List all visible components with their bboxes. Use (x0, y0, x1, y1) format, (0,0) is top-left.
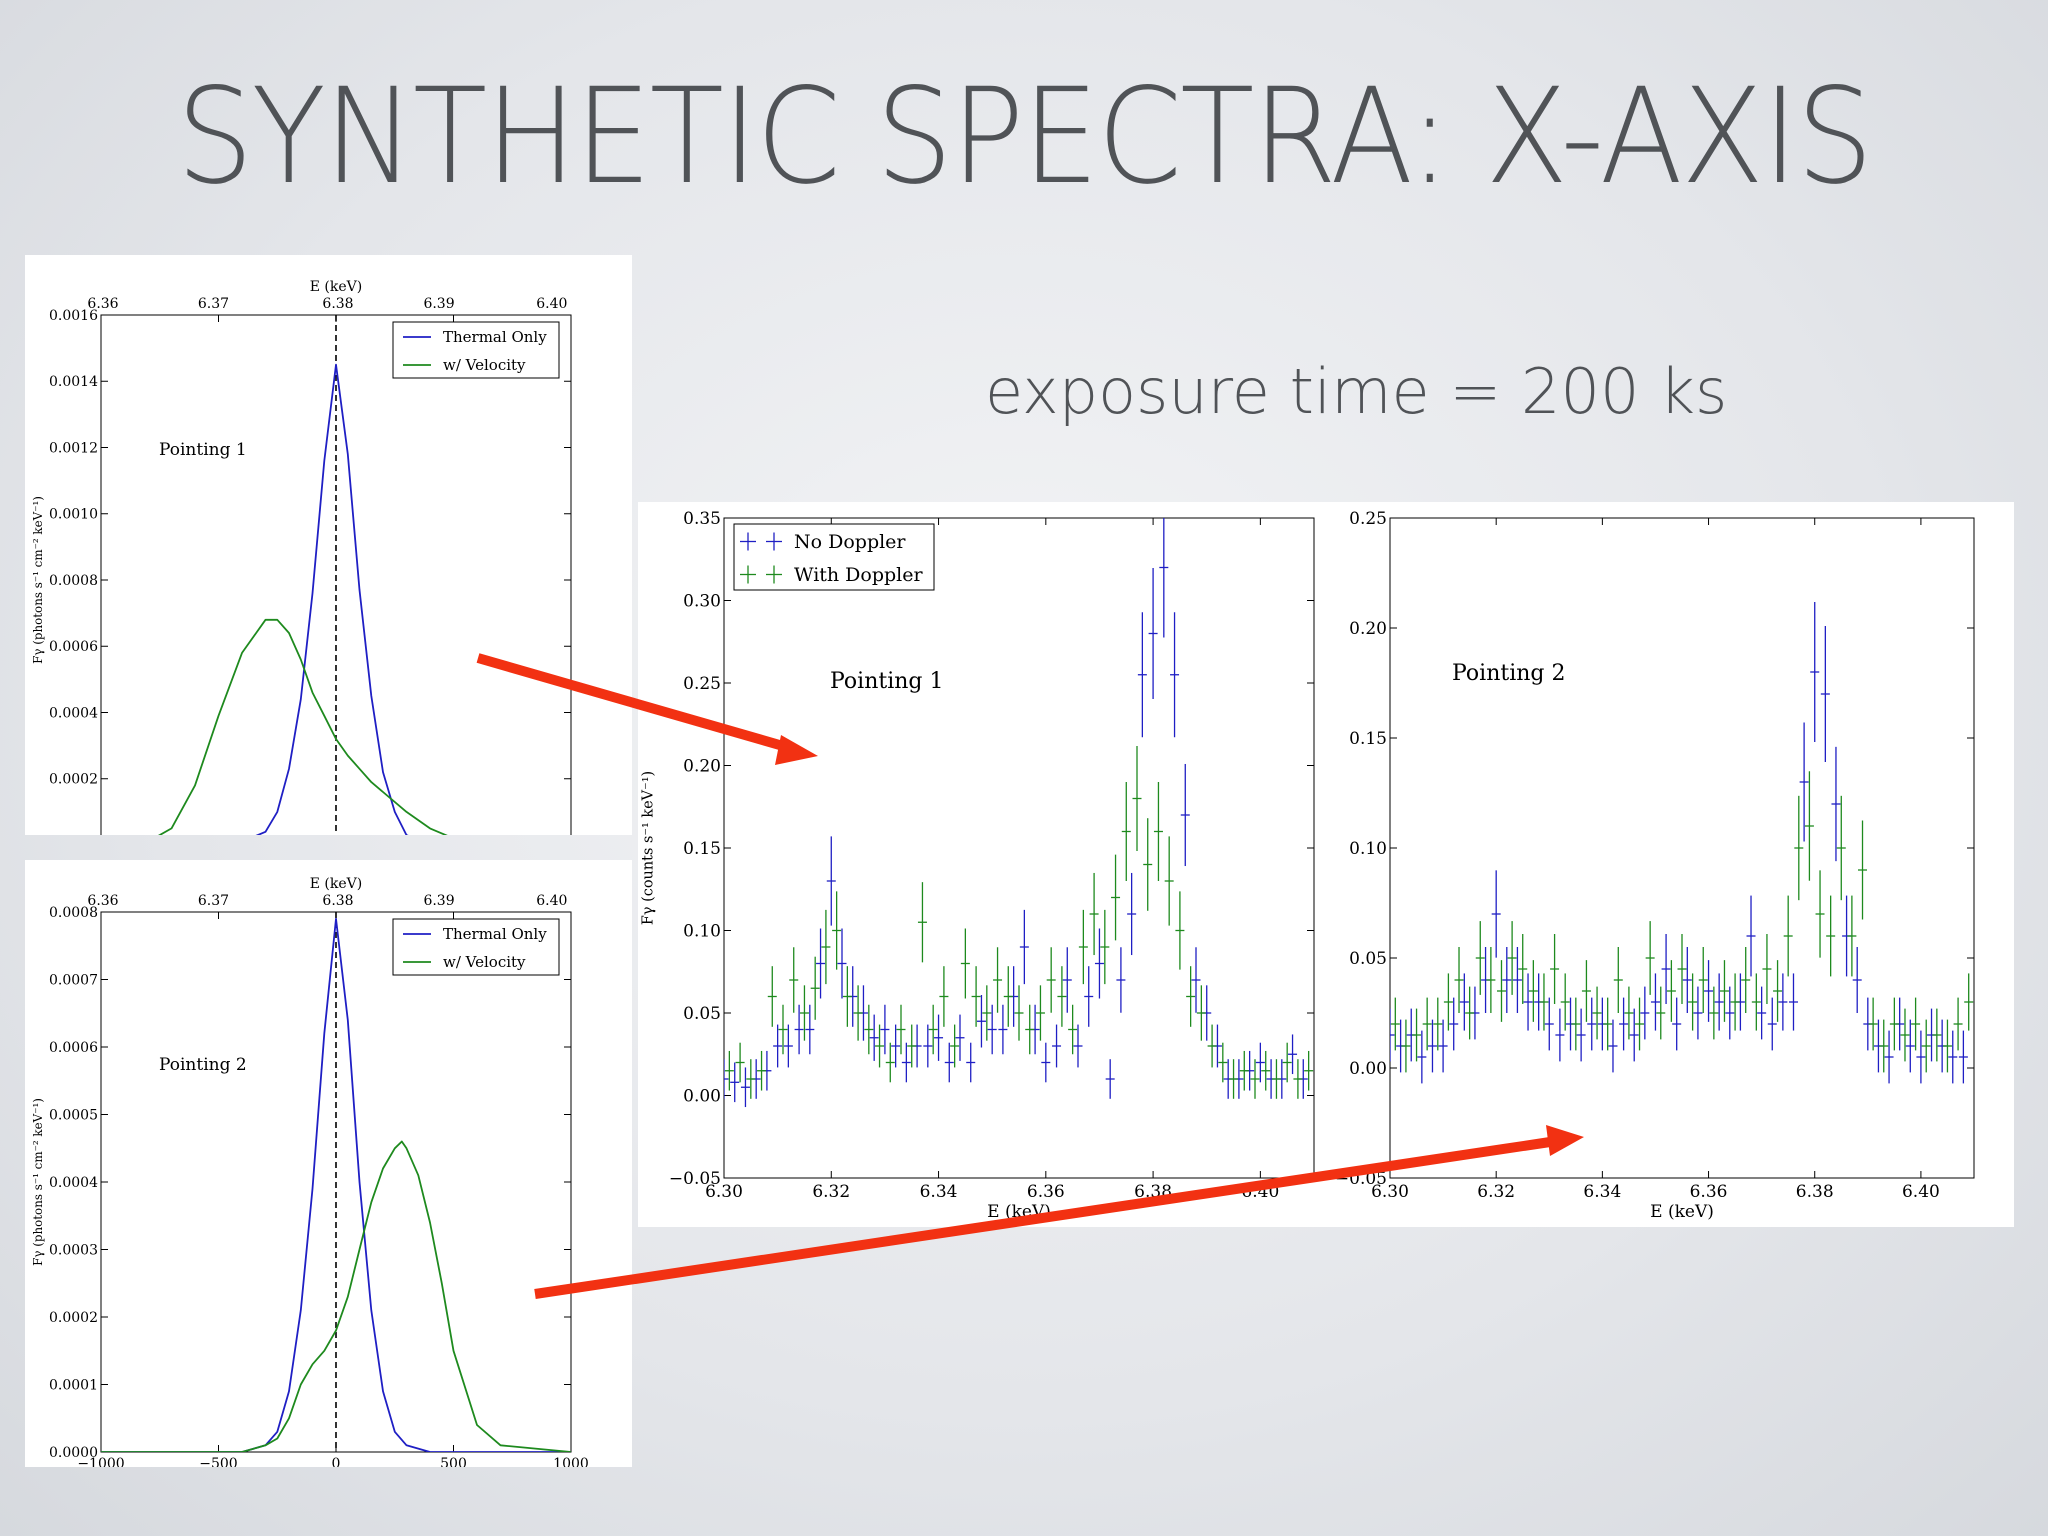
model-panel-2: −1000 −500 0 500 1000 0.0000 0.0001 0.0002 0.000… (25, 860, 632, 1488)
legend: No Doppler With Doppler (733, 523, 935, 591)
x-tick-label: 6.32 (1477, 1182, 1515, 1202)
pointing-annotation: Pointing 1 (830, 669, 943, 694)
x-tick-label: 0 (332, 1456, 341, 1467)
observed-chart-pointing-1: 6.30 6.32 6.34 6.36 6.38 6.40−0.050.000.050.1… (641, 509, 1315, 1222)
legend: Thermal Only w/ Velocity (392, 918, 560, 976)
x-tick-label: −500 (199, 1456, 237, 1467)
y-tick-label: 0.0002 (49, 772, 98, 788)
y-tick-label: 0.0004 (49, 705, 98, 721)
y-axis-label: Fγ (photons s⁻¹ cm⁻² keV⁻¹) (31, 1098, 45, 1266)
legend-box (733, 523, 935, 591)
x-tick-label: 6.40 (1902, 1182, 1940, 1202)
x-tick-label: 500 (440, 1456, 467, 1467)
y-tick-label: 0.15 (683, 839, 721, 859)
y-tick-label: 0.15 (1349, 729, 1387, 749)
plot-area (101, 315, 571, 845)
legend-box (392, 918, 560, 976)
legend-label-no-doppler: No Doppler (794, 531, 906, 553)
y-axis-label: Fγ (photons s⁻¹ cm⁻² keV⁻¹) (31, 496, 45, 664)
y-tick-label: 0.25 (683, 674, 721, 694)
model-panel-1: −1000−500050010000.00000.00020.00040.000… (25, 255, 632, 881)
y-tick-label: 0.0008 (49, 905, 98, 921)
plot-frame (1389, 517, 1975, 1179)
top-tick-label: 6.40 (536, 296, 567, 312)
y-tick-label: 0.0008 (49, 573, 98, 589)
top-tick-label: 6.37 (198, 296, 229, 312)
y-tick-label: 0.0016 (49, 308, 98, 324)
x-tick-label: 1000 (553, 1456, 589, 1467)
y-tick-label: 0.0005 (49, 1107, 98, 1123)
y-tick-label: 0.30 (683, 591, 721, 611)
y-tick-label: −0.05 (1335, 1169, 1387, 1189)
y-tick-label: 0.0010 (49, 507, 98, 523)
top-tick-label: 6.38 (322, 893, 353, 909)
x-tick-label: 6.36 (1027, 1182, 1065, 1202)
pointing-annotation: Pointing 2 (1452, 661, 1565, 686)
x-axis-label: E (keV) (987, 1202, 1051, 1222)
y-tick-label: 0.0006 (49, 1040, 98, 1056)
y-tick-label: 0.0001 (49, 1377, 98, 1393)
y-tick-label: 0.10 (1349, 839, 1387, 859)
observed-panel: 6.30 6.32 6.34 6.36 6.38 6.40 −0.05 0.00 0.05 0.1… (638, 502, 2014, 1227)
y-tick-label: 0.0006 (49, 639, 98, 655)
y-tick-label: 0.10 (683, 921, 721, 941)
y-tick-label: 0.20 (1349, 619, 1387, 639)
y-tick-label: −0.05 (669, 1169, 721, 1189)
y-tick-label: 0.35 (683, 509, 721, 529)
x-tick-label: 6.40 (1241, 1182, 1279, 1202)
top-tick-label: 6.37 (198, 893, 229, 909)
top-tick-label: 6.36 (87, 296, 118, 312)
y-tick-label: 0.0000 (49, 1445, 98, 1461)
x-tick-label: 6.38 (1134, 1182, 1172, 1202)
y-tick-label: 0.00 (683, 1086, 721, 1106)
y-tick-label: 0.0014 (49, 374, 98, 390)
model-chart-pointing-1: −1000−500050010000.00000.00020.00040.000… (31, 279, 589, 881)
top-tick-label: 6.38 (322, 296, 353, 312)
x-tick-label: 6.38 (1796, 1182, 1834, 1202)
top-axis-label: E (keV) (310, 876, 362, 892)
y-tick-label: 0.20 (683, 756, 721, 776)
pointing-annotation: Pointing 2 (159, 1055, 247, 1075)
y-tick-label: 0.05 (1349, 949, 1387, 969)
x-axis-label: E (keV) (1650, 1202, 1714, 1222)
top-tick-label: 6.39 (423, 296, 454, 312)
plot-area (1390, 601, 1974, 1084)
y-tick-label: 0.0004 (49, 1175, 98, 1191)
x-tick-label: 6.32 (812, 1182, 850, 1202)
pointing-annotation: Pointing 1 (159, 440, 247, 460)
top-tick-label: 6.40 (536, 893, 567, 909)
top-axis-label: E (keV) (310, 279, 362, 295)
legend-label-thermal-only: Thermal Only (443, 328, 547, 346)
legend-label-with-doppler: With Doppler (794, 564, 924, 586)
x-tick-label: 6.34 (920, 1182, 958, 1202)
legend-label-with-velocity: w/ Velocity (443, 356, 526, 374)
plot-area (724, 518, 1314, 1108)
top-tick-label: 6.39 (423, 893, 454, 909)
y-tick-label: 0.05 (683, 1004, 721, 1024)
legend-label-with-velocity: w/ Velocity (443, 953, 526, 971)
observed-chart-pointing-2: 6.30 6.32 6.34 6.36 6.38 6.40−0.050.000.050.1… (1335, 509, 1975, 1222)
y-tick-label: 0.00 (1349, 1059, 1387, 1079)
x-tick-label: 6.34 (1583, 1182, 1621, 1202)
plot-area (101, 912, 571, 1452)
series-line-thermal-only (101, 917, 571, 1452)
model-chart-pointing-2: −1000 −500 0 500 10000.00000.00010.00020.000… (31, 876, 589, 1488)
legend-label-thermal-only: Thermal Only (443, 925, 547, 943)
y-tick-label: 0.0003 (49, 1242, 98, 1258)
legend-box (392, 321, 560, 379)
y-tick-label: 0.0002 (49, 1310, 98, 1326)
y-tick-label: 0.0007 (49, 972, 98, 988)
top-tick-label: 6.36 (87, 893, 118, 909)
x-tick-label: 6.36 (1690, 1182, 1728, 1202)
y-axis-label: Fγ (counts s⁻¹ keV⁻¹) (641, 771, 657, 925)
legend: Thermal Only w/ Velocity (392, 321, 560, 379)
y-tick-label: 0.25 (1349, 509, 1387, 529)
exposure-time-label: exposure time = 200 ks (985, 355, 1728, 428)
slide-title: SYNTHETIC SPECTRA: X-AXIS (176, 60, 1873, 214)
y-tick-label: 0.0012 (49, 440, 98, 456)
series-line-with-velocity (101, 1140, 571, 1452)
series-line-with-velocity (101, 618, 571, 845)
